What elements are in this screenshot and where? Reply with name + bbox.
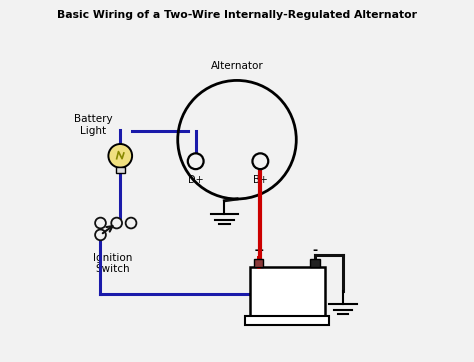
- Text: B+: B+: [253, 174, 268, 185]
- Text: Ignition
Switch: Ignition Switch: [93, 253, 133, 274]
- Circle shape: [95, 230, 106, 240]
- Text: +: +: [253, 244, 264, 257]
- Bar: [245, 316, 329, 325]
- Text: -: -: [312, 244, 318, 257]
- Text: Battery
Light: Battery Light: [74, 114, 113, 136]
- Circle shape: [253, 153, 268, 169]
- Text: D+: D+: [188, 174, 203, 185]
- Bar: [310, 259, 319, 267]
- Text: 12V: 12V: [273, 285, 301, 298]
- Circle shape: [111, 218, 122, 228]
- Circle shape: [188, 153, 204, 169]
- Bar: [250, 267, 325, 316]
- Circle shape: [95, 218, 106, 228]
- Text: Alternator: Alternator: [210, 62, 264, 71]
- Text: Basic Wiring of a Two-Wire Internally-Regulated Alternator: Basic Wiring of a Two-Wire Internally-Re…: [57, 10, 417, 20]
- Bar: [254, 259, 263, 267]
- Circle shape: [126, 218, 137, 228]
- Bar: [116, 167, 125, 173]
- Circle shape: [109, 144, 132, 168]
